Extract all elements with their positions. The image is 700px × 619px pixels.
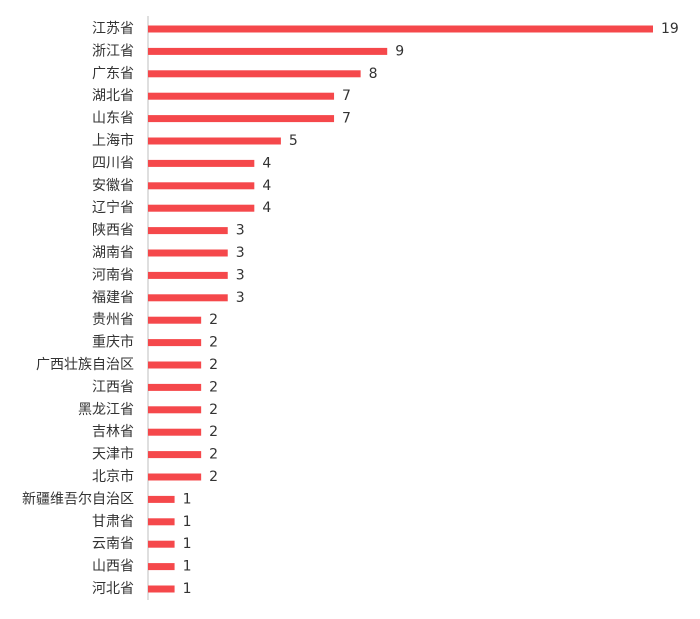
category-label-21: 北京市 <box>92 468 134 485</box>
value-label-13: 3 <box>236 290 245 306</box>
category-label-15: 重庆市 <box>92 334 134 351</box>
value-label-18: 2 <box>209 402 218 418</box>
bar-11 <box>148 249 228 257</box>
bar-18 <box>148 406 202 414</box>
category-label-17: 江西省 <box>92 379 134 395</box>
value-label-7: 4 <box>262 155 271 171</box>
bar-8 <box>148 182 255 190</box>
bar-25 <box>148 563 175 571</box>
bar-20 <box>148 451 202 459</box>
value-label-17: 2 <box>209 379 218 395</box>
category-label-13: 福建省 <box>92 290 134 306</box>
bar-10 <box>148 227 228 235</box>
bar-13 <box>148 294 228 302</box>
value-label-19: 2 <box>209 424 218 440</box>
value-label-16: 2 <box>209 357 218 373</box>
value-label-11: 3 <box>236 245 245 261</box>
category-label-5: 山东省 <box>92 111 134 127</box>
value-label-23: 1 <box>183 514 192 530</box>
category-label-20: 天津市 <box>92 446 134 463</box>
category-label-22: 新疆维吾尔自治区 <box>22 491 134 507</box>
category-label-18: 黑龙江省 <box>78 402 134 418</box>
category-label-11: 湖南省 <box>92 245 134 261</box>
bar-7 <box>148 159 255 167</box>
bar-3 <box>148 70 361 78</box>
value-label-22: 1 <box>183 491 192 507</box>
category-label-3: 广东省 <box>92 66 134 82</box>
bar-9 <box>148 204 255 212</box>
category-label-19: 吉林省 <box>92 424 134 440</box>
value-label-8: 4 <box>262 178 271 194</box>
value-label-1: 19 <box>661 21 679 37</box>
category-label-8: 安徽省 <box>92 178 134 194</box>
category-label-26: 河北省 <box>92 581 134 597</box>
bar-17 <box>148 383 202 391</box>
category-label-16: 广西壮族自治区 <box>36 357 134 373</box>
bar-22 <box>148 495 175 503</box>
category-label-12: 河南省 <box>92 267 134 283</box>
bar-5 <box>148 115 335 123</box>
value-label-26: 1 <box>183 581 192 597</box>
bar-2 <box>148 47 388 55</box>
bar-23 <box>148 518 175 526</box>
value-label-21: 2 <box>209 469 218 485</box>
value-label-14: 2 <box>209 312 218 328</box>
bar-1 <box>148 25 653 33</box>
bar-4 <box>148 92 335 100</box>
category-label-group: 江苏省浙江省广东省湖北省山东省上海市四川省安徽省辽宁省陕西省湖南省河南省福建省贵… <box>22 21 134 597</box>
value-label-2: 9 <box>395 43 404 59</box>
value-label-15: 2 <box>209 335 218 351</box>
bar-19 <box>148 428 202 436</box>
category-label-9: 辽宁省 <box>92 199 134 216</box>
bar-group <box>148 25 653 593</box>
bar-26 <box>148 585 175 593</box>
value-label-4: 7 <box>342 88 351 104</box>
value-label-20: 2 <box>209 447 218 463</box>
value-label-6: 5 <box>289 133 298 149</box>
value-label-9: 4 <box>262 200 271 216</box>
category-label-6: 上海市 <box>92 132 134 149</box>
bar-15 <box>148 339 202 347</box>
bar-21 <box>148 473 202 481</box>
value-label-10: 3 <box>236 223 245 239</box>
value-label-group: 19 9 8 7 7 5 4 4 4 3 3 3 3 2 2 2 2 2 2 2 2 1 1 1 1 1 <box>183 21 679 597</box>
category-label-7: 四川省 <box>92 155 134 171</box>
value-label-24: 1 <box>183 536 192 552</box>
bar-12 <box>148 271 228 279</box>
value-label-25: 1 <box>183 559 192 575</box>
value-label-5: 7 <box>342 111 351 127</box>
category-label-25: 山西省 <box>92 559 134 575</box>
category-label-10: 陕西省 <box>92 223 134 239</box>
bar-24 <box>148 540 175 548</box>
category-label-24: 云南省 <box>92 536 134 552</box>
category-label-1: 江苏省 <box>92 21 134 37</box>
category-label-2: 浙江省 <box>92 43 134 59</box>
value-label-12: 3 <box>236 267 245 283</box>
category-label-23: 甘肃省 <box>92 514 134 530</box>
category-label-4: 湖北省 <box>92 88 134 104</box>
bar-14 <box>148 316 202 324</box>
category-label-14: 贵州省 <box>92 312 134 328</box>
bar-16 <box>148 361 202 369</box>
bar-6 <box>148 137 281 145</box>
value-label-3: 8 <box>369 66 378 82</box>
